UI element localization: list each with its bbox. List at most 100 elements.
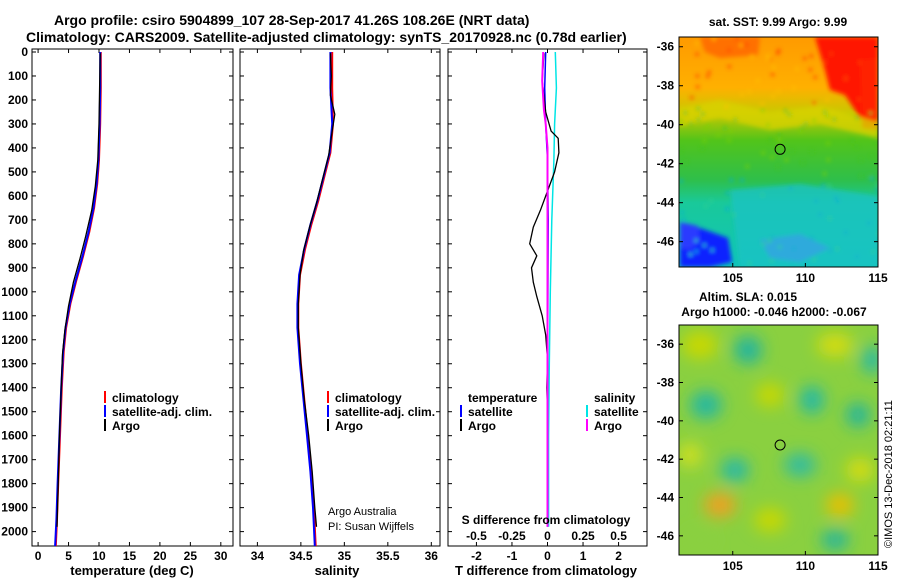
sst-speckle — [859, 174, 863, 178]
sst-speckle — [834, 196, 838, 200]
sst-speckle — [876, 183, 878, 187]
sst-speckle — [740, 178, 744, 182]
x-tick-label: 35 — [338, 549, 352, 563]
sst-speckle — [771, 73, 775, 76]
sst-speckle — [825, 98, 829, 102]
x2-tick-label: -0.5 — [466, 529, 487, 543]
sst-map-image — [679, 37, 878, 267]
x2-tick-label: 0 — [544, 529, 551, 543]
salinity-x-label: salinity — [315, 563, 361, 578]
sst-speckle — [696, 85, 700, 89]
sst-speckle — [689, 121, 693, 125]
credit-pi: PI: Susan Wijffels — [328, 521, 414, 533]
sst-speckle — [721, 127, 725, 131]
sst-speckle — [695, 74, 699, 78]
sst-speckle — [795, 67, 799, 71]
sst-speckle — [829, 249, 832, 253]
sst-speckle — [689, 253, 692, 256]
y-tick-label: 100 — [8, 69, 28, 83]
sst-speckle — [875, 139, 878, 143]
sst-speckle — [702, 243, 706, 247]
sst-speckle — [723, 126, 727, 130]
map-x-tick-label: 115 — [868, 271, 888, 285]
sst-speckle — [844, 230, 848, 234]
sst-warm-strip — [700, 37, 760, 58]
map-y-tick-label: -40 — [657, 414, 675, 428]
y-tick-label: 1300 — [1, 357, 28, 371]
sst-speckle — [694, 239, 698, 243]
legend-swatch-t-argo — [460, 419, 462, 431]
sst-speckle — [768, 138, 772, 141]
y-tick-label: 500 — [8, 165, 28, 179]
sst-speckle — [770, 155, 774, 159]
sst-speckle — [776, 51, 780, 55]
watermark: ©IMOS 13-Dec-2018 02:21:11 — [883, 400, 895, 548]
sst-speckle — [756, 79, 760, 83]
title-line-2: Climatology: CARS2009. Satellite-adjuste… — [26, 29, 627, 45]
sst-speckle — [772, 65, 776, 69]
sst-speckle — [858, 61, 862, 65]
x-tick-label: 35.5 — [376, 549, 400, 563]
sla-map-panel: Altim. SLA: 0.015 Argo h1000: -0.046 h20… — [657, 290, 888, 573]
title-line-1: Argo profile: csiro 5904899_107 28-Sep-2… — [54, 12, 529, 28]
sst-speckle — [859, 158, 863, 162]
sla-blob — [690, 391, 722, 419]
sst-speckle — [680, 210, 684, 214]
sst-speckle — [810, 237, 814, 240]
sla-map-image — [679, 325, 878, 555]
legend-label-satellite-adj: satellite-adj. clim. — [335, 405, 435, 419]
sst-speckle — [732, 213, 736, 217]
x-tick-label: 20 — [153, 549, 167, 563]
sst-speckle — [810, 150, 814, 153]
map-y-tick-label: -36 — [657, 40, 675, 54]
temperature-y-ticks: 0 100 200 300 400 500 600 700 800 900 1000 1100 1200… — [1, 45, 233, 539]
map-y-tick-label: -36 — [657, 337, 675, 351]
temperature-x-ticks: 0 5 10 15 20 25 30 — [35, 49, 228, 563]
sst-speckle — [725, 191, 729, 195]
map-y-tick-label: -46 — [657, 235, 675, 249]
sst-speckle — [777, 138, 781, 142]
sst-speckle — [828, 217, 832, 220]
sst-speckle — [857, 97, 861, 101]
sla-blob — [754, 508, 786, 532]
sst-speckle — [679, 149, 682, 153]
sst-speckle — [733, 118, 737, 122]
salinity-plot-frame — [239, 48, 441, 547]
sst-speckle — [768, 57, 772, 61]
sst-front-yellow — [679, 100, 878, 138]
sst-speckle — [725, 207, 729, 211]
legend-swatch-argo — [327, 419, 329, 431]
sla-blob — [756, 383, 784, 407]
sst-speckle — [724, 105, 728, 109]
sst-speckle — [869, 111, 873, 115]
y-tick-label: 1000 — [1, 285, 28, 299]
difference-panel: -2 -1 0 1 2 -0.5 -0.25 0 0.25 0.5 T difference fr… — [447, 48, 648, 578]
sla-blob — [704, 493, 736, 517]
sst-map-title: sat. SST: 9.99 Argo: 9.99 — [709, 15, 848, 29]
sst-map-panel: sat. SST: 9.99 Argo: 9.99 105 110 115 -36 -3… — [657, 15, 888, 285]
x-tick-label: 34 — [251, 549, 265, 563]
sst-speckle — [867, 221, 871, 225]
x-tick-label: 0 — [35, 549, 42, 563]
sst-speckle — [727, 138, 731, 142]
y-tick-label: 1600 — [1, 429, 28, 443]
sst-speckle — [728, 129, 732, 133]
difference-x-label-salinity: S difference from climatology — [462, 513, 631, 527]
sla-blob — [821, 530, 849, 550]
sst-speckle — [770, 236, 774, 240]
sla-blob — [784, 453, 816, 477]
series-line — [56, 53, 101, 527]
map-x-tick-label: 115 — [868, 559, 888, 573]
sst-speckle — [826, 141, 830, 145]
sst-speckle — [826, 114, 829, 118]
y-tick-label: 1200 — [1, 333, 28, 347]
sst-speckle — [748, 261, 751, 265]
sst-speckle — [695, 41, 699, 45]
map-y-tick-label: -46 — [657, 529, 675, 543]
sst-speckle — [871, 250, 875, 254]
sst-speckle — [787, 113, 791, 116]
sla-blob — [846, 458, 874, 482]
sst-speckle — [766, 54, 770, 58]
sst-speckle — [766, 123, 770, 127]
